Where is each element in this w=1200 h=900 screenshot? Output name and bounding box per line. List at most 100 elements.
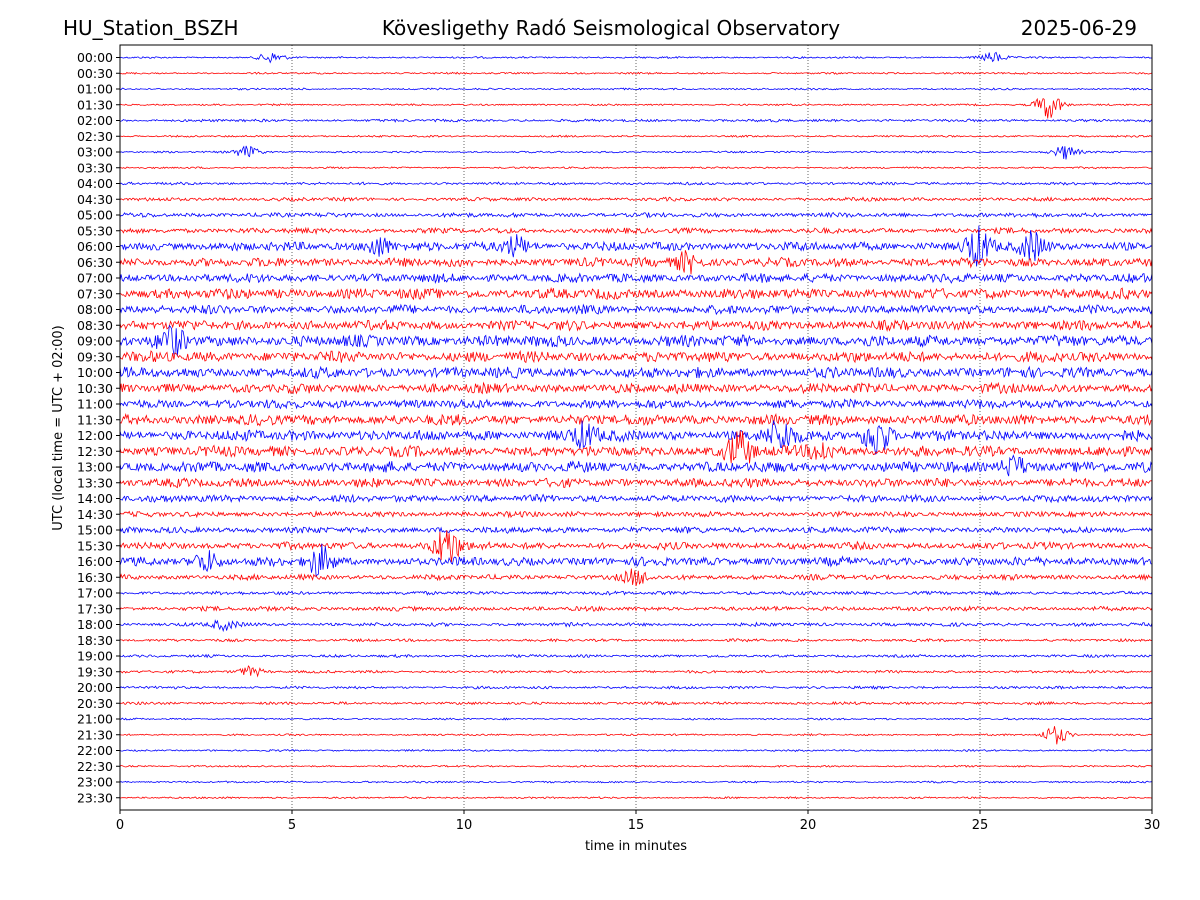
row-time-label: 13:00 (77, 460, 113, 475)
row-time-label: 17:00 (77, 586, 113, 601)
row-time-label: 16:30 (77, 570, 113, 585)
row-time-label: 18:30 (77, 633, 113, 648)
row-time-label: 20:00 (77, 680, 113, 695)
row-time-label: 21:30 (77, 727, 113, 742)
row-time-label: 04:00 (77, 176, 113, 191)
seismic-trace-2030 (120, 700, 1153, 706)
seismic-trace-0930 (119, 349, 1153, 364)
seismic-trace-1900 (119, 653, 1153, 659)
seismic-trace-0700 (119, 272, 1153, 284)
row-time-label: 19:00 (77, 649, 113, 664)
row-time-label: 23:00 (77, 775, 113, 790)
row-time-label: 04:30 (77, 192, 113, 207)
row-time-label: 07:30 (77, 286, 113, 301)
row-time-label: 08:30 (77, 318, 113, 333)
row-time-label: 22:30 (77, 759, 113, 774)
row-time-label: 10:00 (77, 365, 113, 380)
seismic-trace-1200 (119, 419, 1153, 455)
x-tick-label: 25 (972, 818, 989, 833)
seismic-trace-0200 (119, 118, 1153, 123)
seismic-trace-0730 (119, 286, 1153, 301)
row-time-label: 21:00 (77, 712, 113, 727)
seismic-trace-0400 (119, 181, 1153, 186)
row-time-label: 09:30 (77, 349, 113, 364)
row-time-label: 10:30 (77, 381, 113, 396)
seismic-trace-1430 (119, 510, 1153, 519)
seismic-trace-1800 (119, 619, 1153, 633)
seismic-trace-1400 (119, 493, 1153, 504)
row-time-label: 02:00 (77, 113, 113, 128)
seismic-trace-1500 (119, 525, 1153, 534)
date-label: 2025-06-29 (1020, 16, 1137, 40)
seismic-trace-0600 (119, 225, 1153, 267)
seismic-trace-0800 (119, 303, 1153, 316)
row-time-label: 15:30 (77, 538, 113, 553)
seismic-trace-1730 (119, 605, 1153, 613)
seismic-trace-1000 (119, 365, 1153, 380)
y-axis-ticks: 00:0000:3001:0001:3002:0002:3003:0003:30… (77, 50, 120, 805)
row-time-label: 14:00 (77, 491, 113, 506)
x-axis-ticks: 0 5 10 15 20 25 30 (116, 810, 1160, 833)
seismic-trace-1130 (119, 413, 1153, 427)
row-time-label: 06:30 (77, 255, 113, 270)
row-time-label: 00:00 (77, 50, 113, 65)
x-tick-label: 0 (116, 818, 124, 833)
row-time-label: 07:00 (77, 271, 113, 286)
row-time-label: 03:30 (77, 160, 113, 175)
row-time-label: 18:00 (77, 617, 113, 632)
seismic-trace-1700 (119, 590, 1153, 596)
row-time-label: 09:00 (77, 334, 113, 349)
row-time-label: 01:30 (77, 97, 113, 112)
seismic-trace-1330 (119, 477, 1153, 489)
seismic-trace-1530 (119, 530, 1153, 563)
seismic-trace-0330 (119, 166, 1153, 170)
row-time-label: 23:30 (77, 790, 113, 805)
seismic-trace-1030 (119, 381, 1153, 395)
row-time-label: 02:30 (77, 129, 113, 144)
row-time-label: 05:30 (77, 223, 113, 238)
seismic-trace-0030 (119, 71, 1153, 75)
seismic-trace-0430 (119, 196, 1153, 203)
seismic-trace-0130 (119, 97, 1153, 119)
seismic-trace-2000 (119, 685, 1153, 690)
row-time-label: 16:00 (77, 554, 113, 569)
row-time-label: 08:00 (77, 302, 113, 317)
x-axis-label: time in minutes (585, 839, 687, 854)
seismic-trace-2330 (119, 796, 1153, 800)
seismic-trace-0630 (119, 250, 1153, 275)
seismic-trace-2300 (119, 780, 1153, 784)
y-axis-label: UTC (local time = UTC + 02:00) (51, 325, 66, 530)
x-tick-label: 5 (288, 818, 296, 833)
seismic-trace-0500 (119, 211, 1153, 219)
row-time-label: 14:30 (77, 507, 113, 522)
row-time-label: 03:00 (77, 145, 113, 160)
row-time-label: 00:30 (77, 66, 113, 81)
seismic-trace-1230 (119, 430, 1153, 464)
station-name: HU_Station_BSZH (63, 16, 239, 40)
seismic-trace-0530 (119, 226, 1153, 235)
row-time-label: 17:30 (77, 601, 113, 616)
row-time-label: 22:00 (77, 743, 113, 758)
x-tick-label: 10 (456, 818, 473, 833)
row-time-label: 15:00 (77, 523, 113, 538)
x-tick-label: 20 (800, 818, 817, 833)
row-time-label: 13:30 (77, 475, 113, 490)
seismic-trace-0100 (119, 87, 1153, 91)
seismic-trace-2200 (119, 748, 1153, 753)
row-time-label: 19:30 (77, 664, 113, 679)
row-time-label: 06:00 (77, 239, 113, 254)
seismic-trace-1930 (119, 665, 1152, 678)
seismic-traces (119, 51, 1153, 800)
seismic-trace-0300 (119, 145, 1153, 160)
seismic-trace-1600 (119, 543, 1153, 578)
row-time-label: 05:00 (77, 208, 113, 223)
seismic-trace-0230 (120, 134, 1153, 138)
seismic-trace-1300 (119, 454, 1153, 477)
row-time-label: 12:00 (77, 428, 113, 443)
chart-title: Kövesligethy Radó Seismological Observat… (381, 16, 841, 40)
seismic-trace-1100 (119, 398, 1153, 410)
x-tick-label: 30 (1144, 818, 1161, 833)
seismic-trace-1630 (119, 568, 1153, 587)
seismic-trace-2230 (119, 764, 1153, 768)
